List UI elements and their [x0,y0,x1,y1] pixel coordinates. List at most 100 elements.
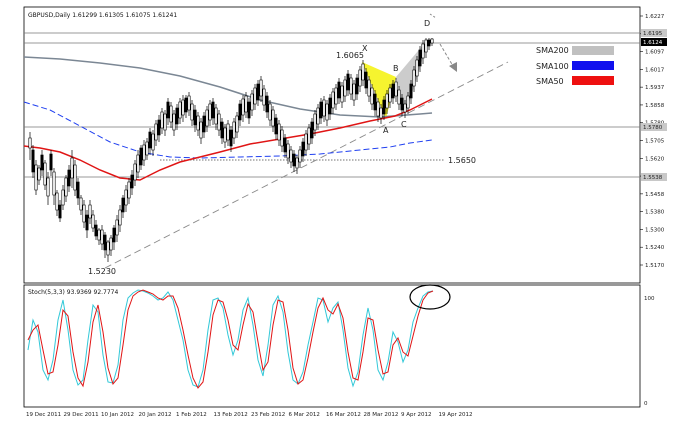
legend-sma200-swatch [572,46,614,55]
candle-body [121,197,125,213]
mid-price-tag [641,123,667,131]
candle-body [250,93,254,111]
candle-body [415,59,419,77]
candle-body [214,107,218,125]
current-price-tag-text: 1.6124 [643,40,663,46]
candle-body [358,69,362,87]
date-axis-label: 20 Jan 2012 [139,412,172,418]
candle-body [292,153,296,167]
stoch-title: Stoch(5,3,3) 93.9369 92.7774 [28,289,119,296]
candle-body [280,129,284,147]
low-price-tag [641,173,667,181]
candle-body [289,149,293,163]
candle-body [97,229,101,241]
stoch-axis-top: 100 [644,296,655,302]
candlestick-series [28,38,434,262]
candle-body [349,77,353,95]
level-1565-label: 1.5650 [448,156,476,165]
stoch-signal-line [27,289,434,389]
candle-body [271,109,275,127]
main-title: GBPUSD,Daily 1.61299 1.61305 1.61075 1.6… [28,12,177,19]
candle-body [85,214,89,231]
candle-body [244,95,248,113]
candle-body [190,103,194,121]
candle-body [316,107,320,125]
candle-body [46,177,50,197]
candle-body [130,174,134,189]
candle-body [337,81,341,99]
stoch-panel-frame [23,284,641,408]
candle-body [265,95,269,113]
trendline [104,61,509,269]
candle-body [67,169,71,187]
candle-body [151,133,155,151]
candle-body [31,149,35,173]
upper-price-tag-text: 1.6195 [643,31,663,37]
candle-body [124,189,128,206]
pattern-b-label: B [393,64,399,73]
date-axis-label: 19 Apr 2012 [439,412,473,418]
level-1606-label: 1.6065 [336,51,364,60]
candle-body [376,101,380,117]
candle-body [127,181,131,199]
candle-body [355,77,359,95]
candle-body [109,237,113,251]
date-axis-label: 9 Apr 2012 [401,412,432,418]
candle-body [142,144,146,161]
pattern-d-label: D [424,19,430,28]
candle-body [49,153,53,171]
candle-body [220,121,224,139]
candle-body [277,123,281,141]
price-axis-label: 1.6227 [645,14,665,20]
candle-body [427,39,431,47]
candle-body [193,109,197,126]
date-axis-label: 23 Feb 2012 [251,412,285,418]
candle-body [229,129,233,147]
date-axis-label: 6 Mar 2012 [289,412,320,418]
candle-body [91,214,95,229]
candle-body [157,119,161,136]
candle-body [334,87,338,105]
date-axis-label: 19 Dec 2011 [26,412,61,418]
candle-body [61,189,65,206]
candle-body [73,164,77,191]
overbought-highlight-circle [409,284,451,310]
stoch-main-line [27,289,434,388]
candle-body [247,101,251,119]
price-axis-label: 1.5300 [645,227,665,233]
candle-body [319,101,323,119]
date-axis: 19 Dec 2011 29 Dec 2011 10 Jan 2012 20 Jan … [26,412,473,418]
upper-price-tag [641,29,667,37]
candle-body [205,109,209,127]
candle-body [217,113,221,131]
candle-body [166,101,170,119]
date-axis-label: 1 Feb 2012 [176,412,207,418]
candle-body [52,171,56,196]
candle-body [364,71,368,89]
candle-body [361,63,365,81]
candle-body [283,137,287,153]
low-price-tag-text: 1.5538 [643,175,663,181]
candle-body [304,133,308,151]
candle-body [325,103,329,121]
low-price-label: 1.5230 [88,267,116,276]
candle-body [394,81,398,97]
candle-body [379,107,383,119]
price-axis-label: 1.6017 [645,67,665,73]
legend-sma50-swatch [572,76,614,85]
candle-body [103,234,107,251]
sma200-line [23,56,433,118]
date-axis-label: 10 Jan 2012 [101,412,134,418]
candle-body [133,163,137,181]
candle-body [412,69,416,87]
projection-arrow-top [429,13,437,19]
price-axis-label: 1.5380 [645,210,665,216]
candle-body [37,167,41,181]
candle-body [184,97,188,113]
candle-body [28,137,32,149]
candle-body [331,91,335,109]
main-panel-frame [23,6,641,284]
price-axis-label: 1.5620 [645,156,665,162]
